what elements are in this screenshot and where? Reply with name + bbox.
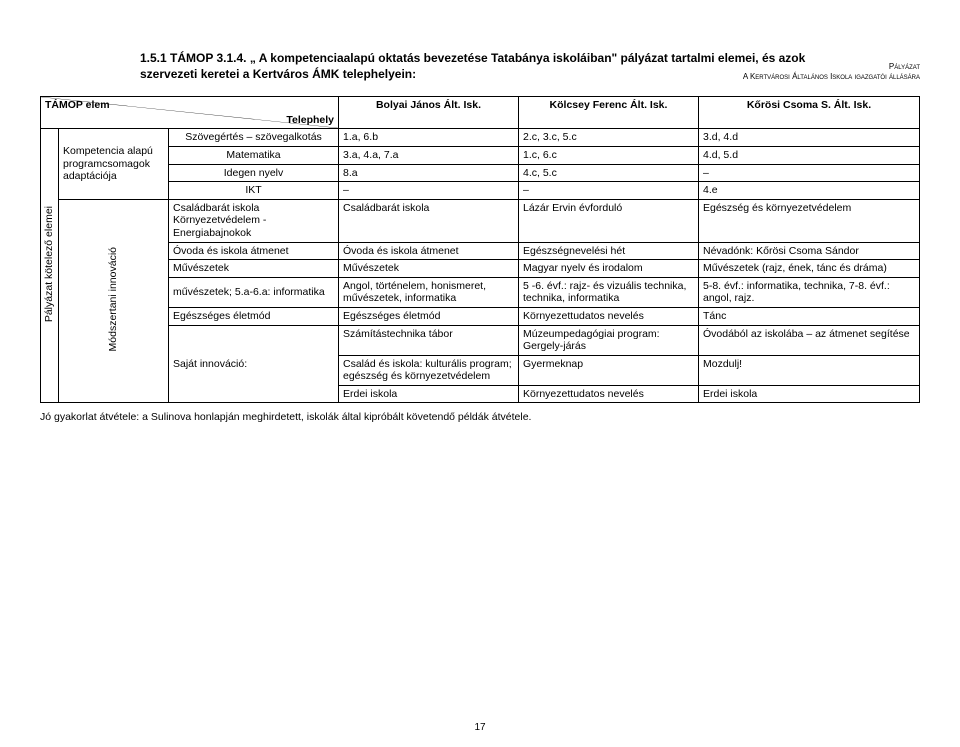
sub-label: Művészetek bbox=[169, 260, 339, 278]
diagonal-header: TÁMOP elem Telephely bbox=[41, 97, 339, 129]
cell: 4.e bbox=[699, 182, 920, 200]
cell: 8.a bbox=[339, 164, 519, 182]
table-row: Egészséges életmódEgészséges életmódKörn… bbox=[41, 307, 920, 325]
sub-label: IKT bbox=[169, 182, 339, 200]
cell: – bbox=[339, 182, 519, 200]
table-row: TÁMOP elem Telephely Bolyai János Ált. Isk… bbox=[41, 97, 920, 129]
cell: 3.a, 4.a, 7.a bbox=[339, 146, 519, 164]
cell: Magyar nyelv és irodalom bbox=[519, 260, 699, 278]
col-header: Kőrösi Csoma S. Ált. Isk. bbox=[699, 97, 920, 129]
sub-label: Egészséges életmód bbox=[169, 307, 339, 325]
table-row: Pályázat kötelező elemeiKompetencia alap… bbox=[41, 129, 920, 147]
table-row: MűvészetekMűvészetekMagyar nyelv és irod… bbox=[41, 260, 920, 278]
sub-label: művészetek; 5.a-6.a: informatika bbox=[169, 277, 339, 307]
cell: – bbox=[699, 164, 920, 182]
cell: Óvoda és iskola átmenet bbox=[339, 242, 519, 260]
cell: Művészetek bbox=[339, 260, 519, 278]
vert-label-2: Módszertani innováció bbox=[59, 199, 169, 403]
cell: Múzeumpedagógiai program: Gergely-járás bbox=[519, 325, 699, 355]
table-wrapper: TÁMOP elem Telephely Bolyai János Ált. Isk… bbox=[40, 96, 920, 423]
cell: Számítástechnika tábor bbox=[339, 325, 519, 355]
diag-top-label: TÁMOP elem bbox=[45, 99, 110, 112]
cell: Névadónk: Kőrösi Csoma Sándor bbox=[699, 242, 920, 260]
sub-label: Idegen nyelv bbox=[169, 164, 339, 182]
cell: Tánc bbox=[699, 307, 920, 325]
header-line-1: Pályázat bbox=[889, 62, 920, 71]
sub-label: Matematika bbox=[169, 146, 339, 164]
table-row: Saját innováció:Számítástechnika táborMú… bbox=[41, 325, 920, 355]
cell: 2.c, 3.c, 5.c bbox=[519, 129, 699, 147]
page-header: Pályázat A Kertvárosi Általános Iskola i… bbox=[743, 62, 920, 81]
cell: Angol, történelem, honismeret, művészete… bbox=[339, 277, 519, 307]
table-row: Módszertani innovációCsaládbarát iskola … bbox=[41, 199, 920, 242]
table-row: IKT––4.e bbox=[41, 182, 920, 200]
cell: 5-8. évf.: informatika, technika, 7-8. é… bbox=[699, 277, 920, 307]
cell: – bbox=[519, 182, 699, 200]
cell: 1.a, 6.b bbox=[339, 129, 519, 147]
cell: 1.c, 6.c bbox=[519, 146, 699, 164]
cell: 4.c, 5.c bbox=[519, 164, 699, 182]
table-row: művészetek; 5.a-6.a: informatikaAngol, t… bbox=[41, 277, 920, 307]
diag-bottom-label: Telephely bbox=[286, 114, 334, 127]
cell: Egészségnevelési hét bbox=[519, 242, 699, 260]
cell: Környezettudatos nevelés bbox=[519, 307, 699, 325]
cell: 3.d, 4.d bbox=[699, 129, 920, 147]
cell: Erdei iskola bbox=[339, 385, 519, 403]
table-row: Idegen nyelv8.a4.c, 5.c– bbox=[41, 164, 920, 182]
cell: Gyermeknap bbox=[519, 355, 699, 385]
cell: Család és iskola: kulturális program; eg… bbox=[339, 355, 519, 385]
cell: Lázár Ervin évforduló bbox=[519, 199, 699, 242]
sub-label: Óvoda és iskola átmenet bbox=[169, 242, 339, 260]
main-table: TÁMOP elem Telephely Bolyai János Ált. Isk… bbox=[40, 96, 920, 403]
vert-label-1: Pályázat kötelező elemei bbox=[41, 129, 59, 403]
cell: 5 -6. évf.: rajz- és vizuális technika, … bbox=[519, 277, 699, 307]
cell: Egészséges életmód bbox=[339, 307, 519, 325]
table-row: Matematika3.a, 4.a, 7.a1.c, 6.c4.d, 5.d bbox=[41, 146, 920, 164]
cell: Családbarát iskola bbox=[339, 199, 519, 242]
cell: 4.d, 5.d bbox=[699, 146, 920, 164]
cell: Mozdulj! bbox=[699, 355, 920, 385]
footer-note: Jó gyakorlat átvétele: a Sulinova honlap… bbox=[40, 411, 920, 423]
cell: Óvodából az iskolába – az átmenet segíté… bbox=[699, 325, 920, 355]
section-title: 1.5.1 TÁMOP 3.1.4. „ A kompetenciaalapú … bbox=[140, 50, 820, 82]
col-header: Bolyai János Ált. Isk. bbox=[339, 97, 519, 129]
cell: Egészség és környezetvédelem bbox=[699, 199, 920, 242]
sajat-label: Saját innováció: bbox=[169, 325, 339, 403]
cell: Művészetek (rajz, ének, tánc és dráma) bbox=[699, 260, 920, 278]
cell: Környezettudatos nevelés bbox=[519, 385, 699, 403]
group1-label: Kompetencia alapú programcsomagok adaptá… bbox=[59, 129, 169, 199]
table-row: Óvoda és iskola átmenetÓvoda és iskola á… bbox=[41, 242, 920, 260]
sub-label: Szövegértés – szövegalkotás bbox=[169, 129, 339, 147]
sub-label: Családbarát iskola Környezetvédelem - En… bbox=[169, 199, 339, 242]
cell: Erdei iskola bbox=[699, 385, 920, 403]
header-line-2: A Kertvárosi Általános Iskola igazgatói … bbox=[743, 72, 920, 81]
page-number: 17 bbox=[0, 722, 960, 733]
col-header: Kölcsey Ferenc Ált. Isk. bbox=[519, 97, 699, 129]
